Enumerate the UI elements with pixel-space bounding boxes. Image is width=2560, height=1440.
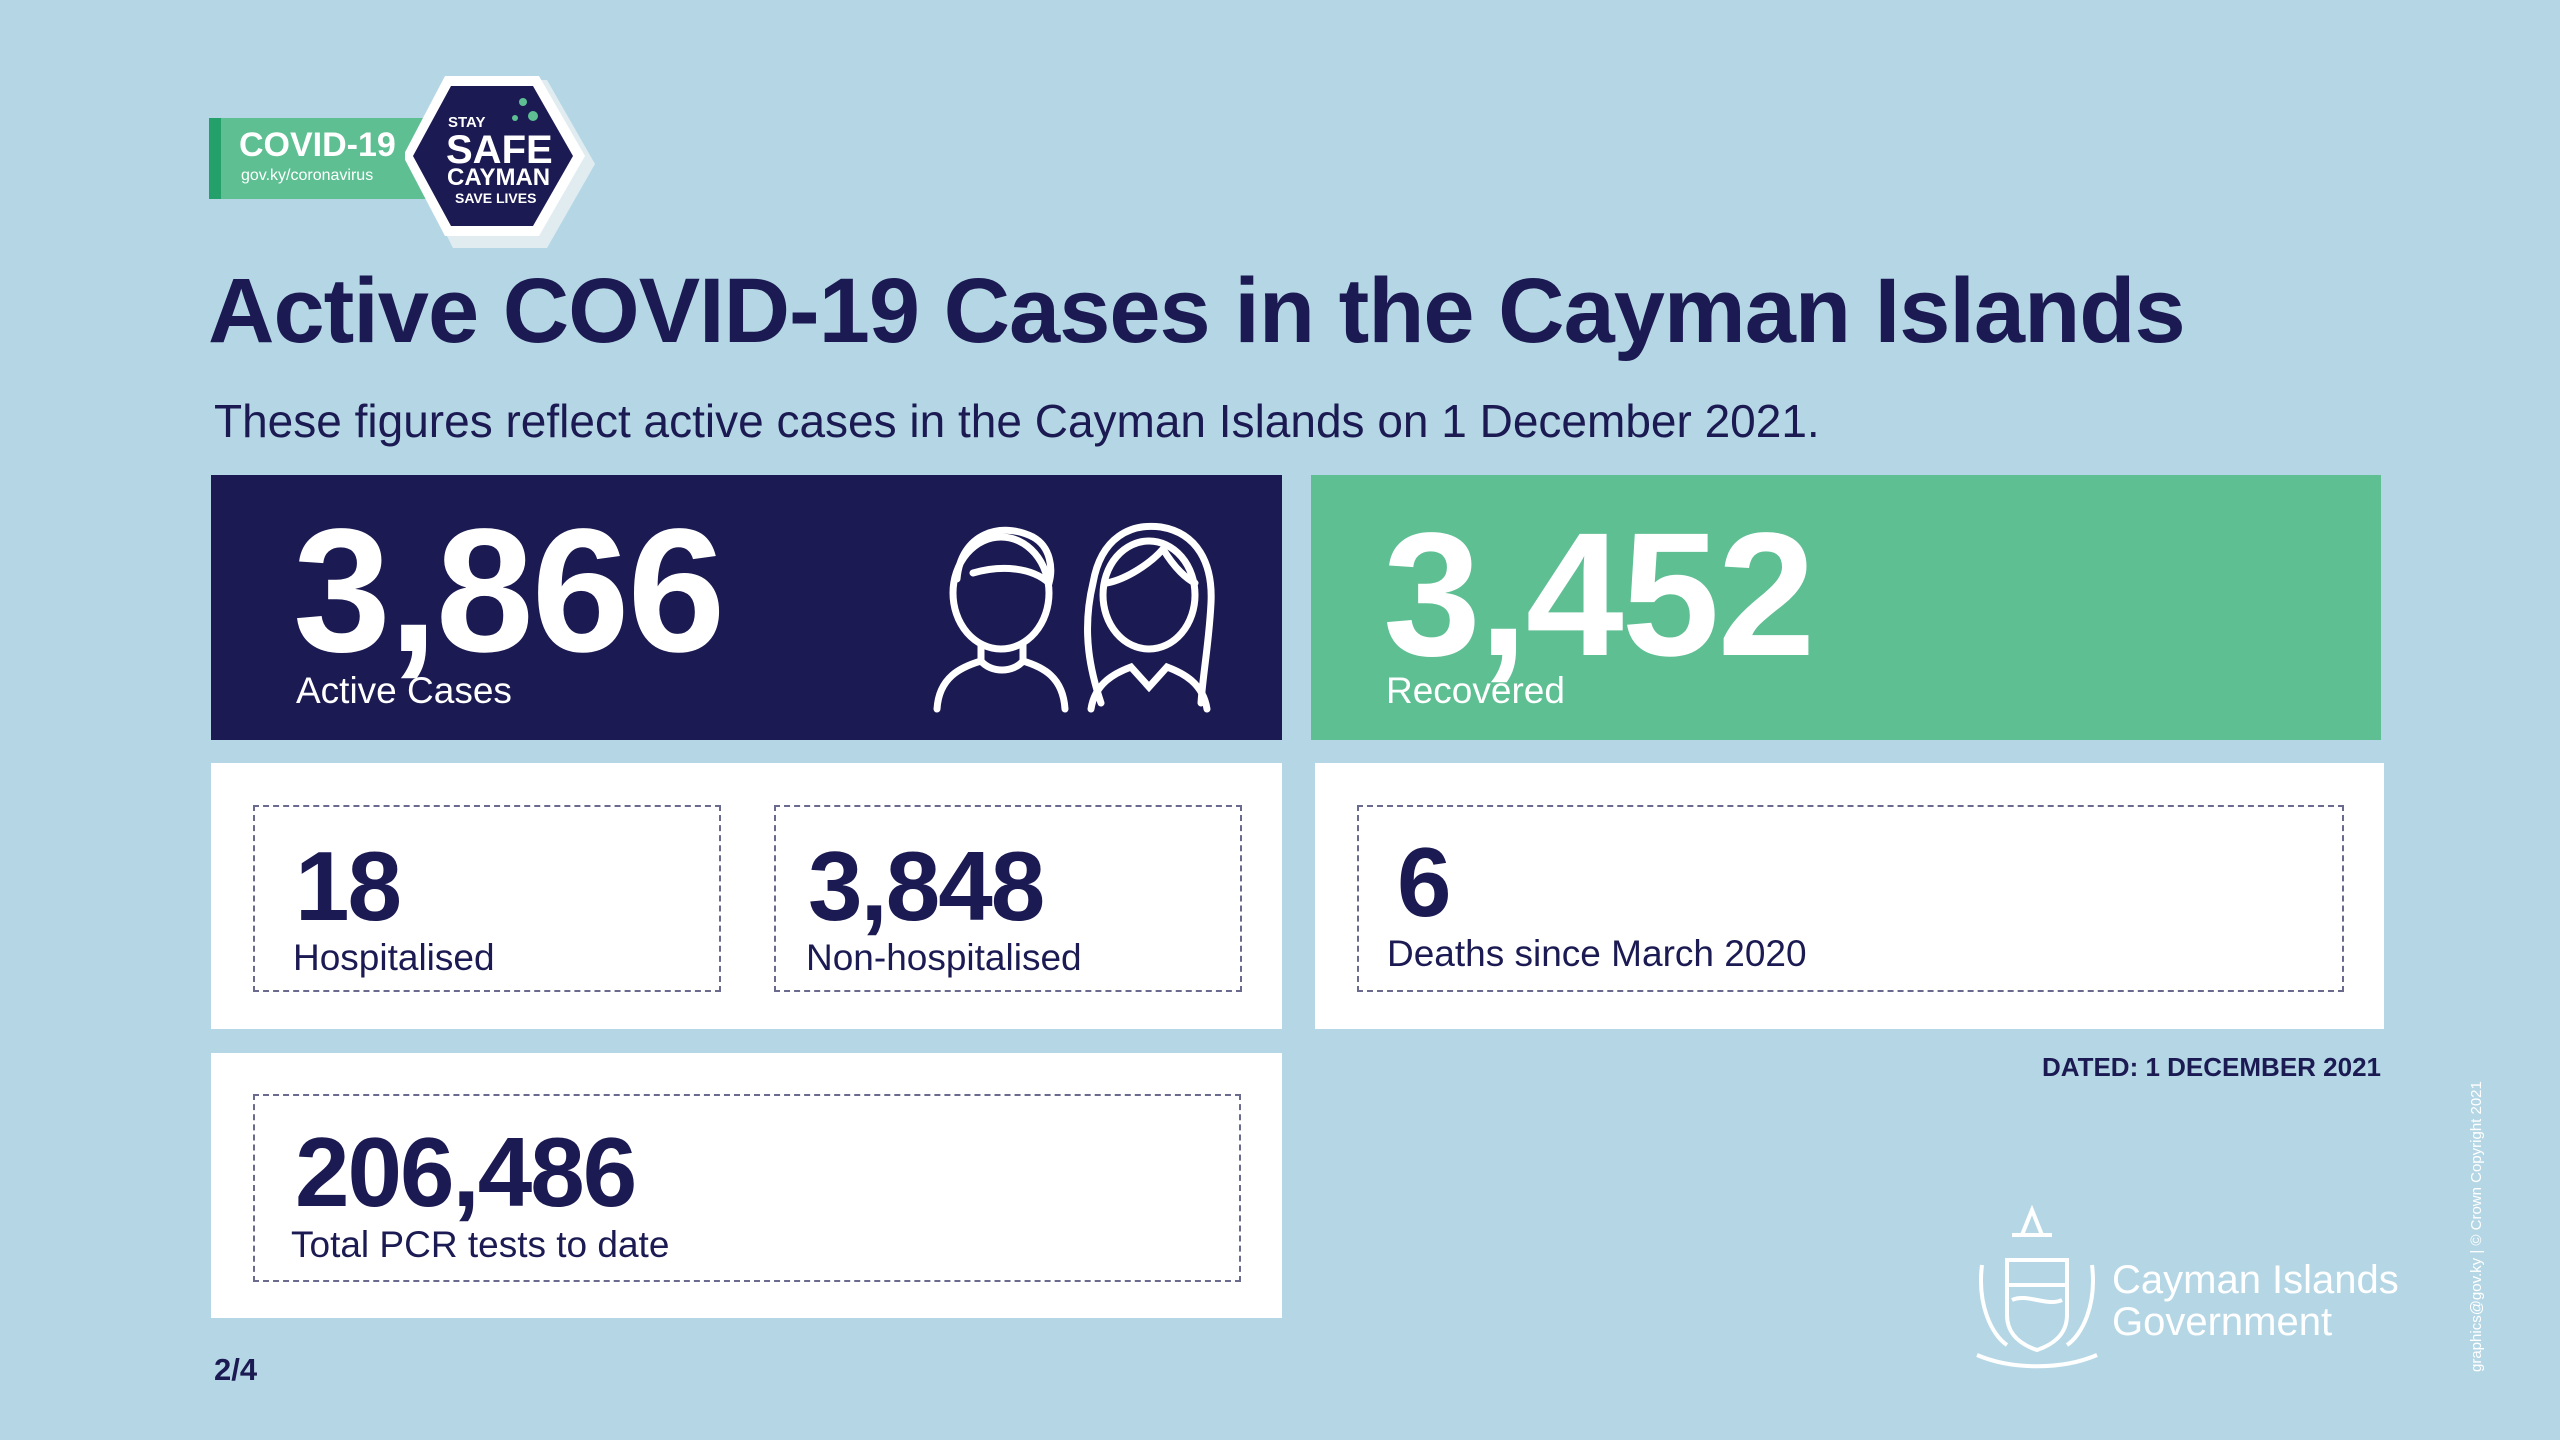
card-value: 3,848 [808,831,1045,941]
card-label: Recovered [1386,670,1565,711]
dated: DATED: 1 DECEMBER 2021 [2041,1052,2381,1082]
badge-safe: SAFE [446,128,553,172]
credit: graphics@gov.ky | © Crown Copyright 2021 [2468,1081,2485,1372]
page-number: 2/4 [214,1352,258,1387]
logo-line2: Government [2112,1300,2333,1344]
card-value: 6 [1397,827,1451,937]
hospitalised-box: 18 Hospitalised [253,805,721,992]
card-label: Non-hospitalised [806,937,1082,978]
badge-title: COVID-19 [239,126,396,164]
card-value: 18 [295,831,402,941]
card-label: Deaths since March 2020 [1387,933,1807,974]
card-value: 3,452 [1383,497,1815,693]
pcr-box: 206,486 Total PCR tests to date [253,1094,1241,1282]
card-value: 206,486 [295,1117,637,1227]
badge: COVID-19 gov.ky/coronavirus [209,118,441,199]
people-icon [933,522,1215,713]
coat-of-arms [1976,1205,2098,1369]
hospital-card [211,763,1282,1029]
badge-save-lives: SAVE LIVES [455,190,537,206]
deaths-card [1315,763,2384,1029]
badge-url: gov.ky/coronavirus [241,167,374,184]
title: Active COVID-19 Cases in the Cayman Isla… [208,260,2186,362]
active-card: 3,866 Active Cases [211,475,1282,740]
badge-cayman: CAYMAN [447,164,551,191]
logo-line1: Cayman Islands [2112,1258,2399,1302]
deaths-box: 6 Deaths since March 2020 [1357,805,2344,992]
recovered-card: 3,452 Recovered [1311,475,2381,740]
badge-hexagon [405,76,595,248]
badge-stay: STAY [448,114,486,131]
card-value: 3,866 [293,493,725,689]
card-label: Active Cases [296,670,512,711]
card-label: Total PCR tests to date [291,1224,670,1265]
non-hospitalised-box: 3,848 Non-hospitalised [774,805,1242,992]
subtitle: These figures reflect active cases in th… [214,395,1820,447]
card-label: Hospitalised [293,937,495,978]
pcr-card [211,1053,1282,1318]
